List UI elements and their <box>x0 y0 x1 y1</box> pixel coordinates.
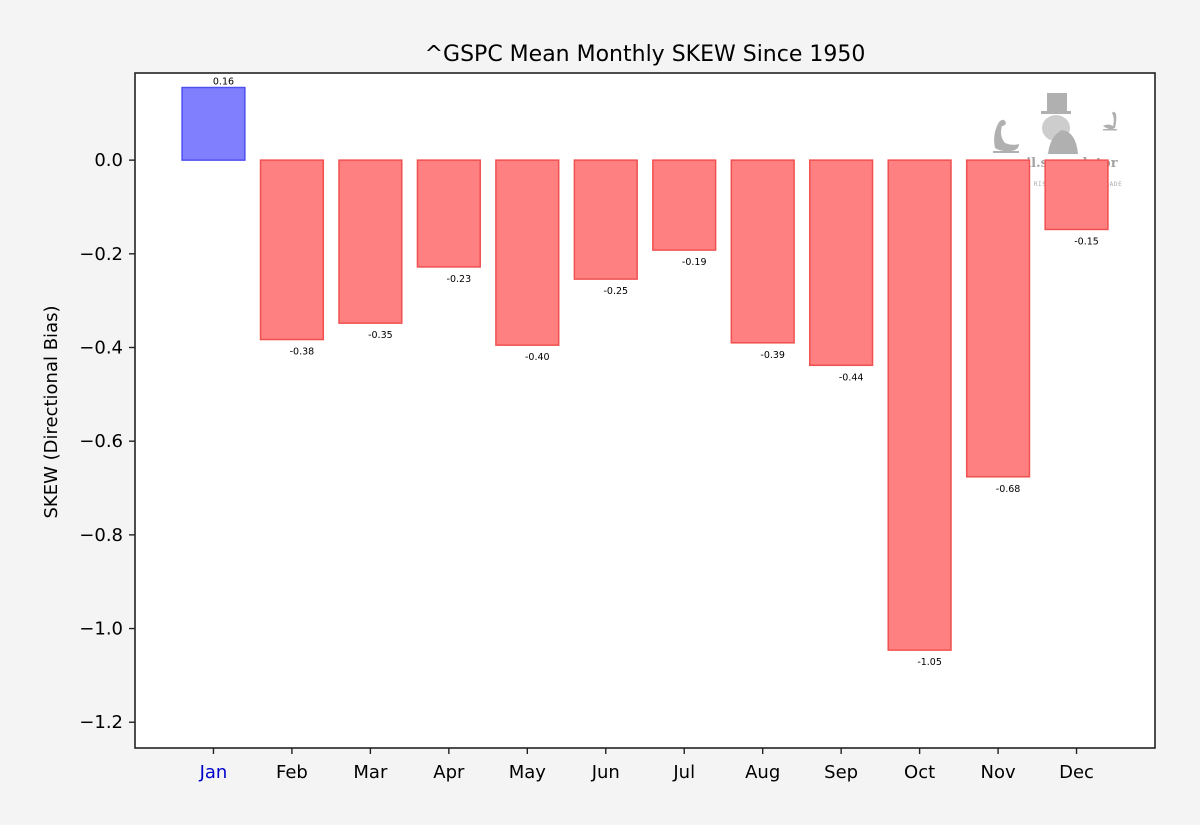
bar-value-label-jan: 0.16 <box>213 77 234 88</box>
bar-jul <box>652 159 717 251</box>
y-tick-label: 0.0 <box>94 150 123 171</box>
bar-feb <box>259 159 325 341</box>
x-tick-label-jun: Jun <box>591 762 620 783</box>
x-tick-label-jul: Jul <box>672 762 695 783</box>
x-tick-label-oct: Oct <box>904 762 935 783</box>
bar-oct <box>887 159 952 651</box>
bar-value-label-apr: -0.23 <box>447 274 472 285</box>
bar-mar <box>338 159 403 324</box>
bar-sep <box>809 159 874 367</box>
x-tick-label-nov: Nov <box>981 762 1016 783</box>
bar-value-label-dec: -0.15 <box>1074 236 1099 247</box>
bar-jun <box>573 159 638 280</box>
y-tick-label: −0.8 <box>79 525 123 546</box>
y-tick-label: −0.2 <box>79 244 123 265</box>
bar-dec <box>1044 159 1109 231</box>
x-tick-label-aug: Aug <box>745 762 780 783</box>
x-tick-label-may: May <box>509 762 547 783</box>
swan-left-icon <box>993 119 1019 153</box>
y-tick-label: −0.6 <box>79 431 123 452</box>
x-tick-label-mar: Mar <box>353 762 388 783</box>
bar-value-label-sep: -0.44 <box>839 372 864 383</box>
bar-value-label-feb: -0.38 <box>290 347 315 358</box>
bar-value-label-mar: -0.35 <box>368 330 393 341</box>
y-axis-label: SKEW (Directional Bias) <box>41 306 62 519</box>
bars-group <box>181 86 1109 651</box>
chart-title: ^GSPC Mean Monthly SKEW Since 1950 <box>425 42 866 67</box>
y-tick-label: −0.4 <box>79 337 123 358</box>
x-tick-label-feb: Feb <box>276 762 308 783</box>
bar-value-label-aug: -0.39 <box>760 350 785 361</box>
bar-labels-group: 0.16 -0.38 -0.35 -0.23 -0.40 -0.25 -0.19 -0.39 -… <box>213 77 1099 669</box>
bar-aug <box>730 159 795 344</box>
x-axis: Jan Feb Mar Apr May Jun Jul Aug Sep Oct Nov Dec <box>199 748 1094 783</box>
speculator-figure-icon <box>1041 93 1078 154</box>
y-tick-label: −1.0 <box>79 619 123 640</box>
bar-value-label-jun: -0.25 <box>603 286 628 297</box>
plot-frame <box>134 72 1156 749</box>
bar-value-label-may: -0.40 <box>525 352 550 363</box>
y-axis: 0.0 −0.2 −0.4 −0.6 −0.8 −1.0 −1.2 <box>79 150 135 733</box>
bar-value-label-nov: -0.68 <box>996 484 1021 495</box>
bar-may <box>495 159 560 346</box>
bar-jan <box>181 86 246 161</box>
bar-value-label-jul: -0.19 <box>682 257 707 268</box>
bar-value-label-oct: -1.05 <box>917 657 942 668</box>
x-tick-label-jan: Jan <box>199 762 228 783</box>
y-tick-label: −1.2 <box>79 712 123 733</box>
x-tick-label-dec: Dec <box>1059 762 1094 783</box>
bar-nov <box>965 159 1031 478</box>
x-tick-label-sep: Sep <box>824 762 858 783</box>
x-tick-label-apr: Apr <box>433 762 465 783</box>
bar-apr <box>416 159 481 268</box>
swan-right-icon <box>1103 111 1117 131</box>
